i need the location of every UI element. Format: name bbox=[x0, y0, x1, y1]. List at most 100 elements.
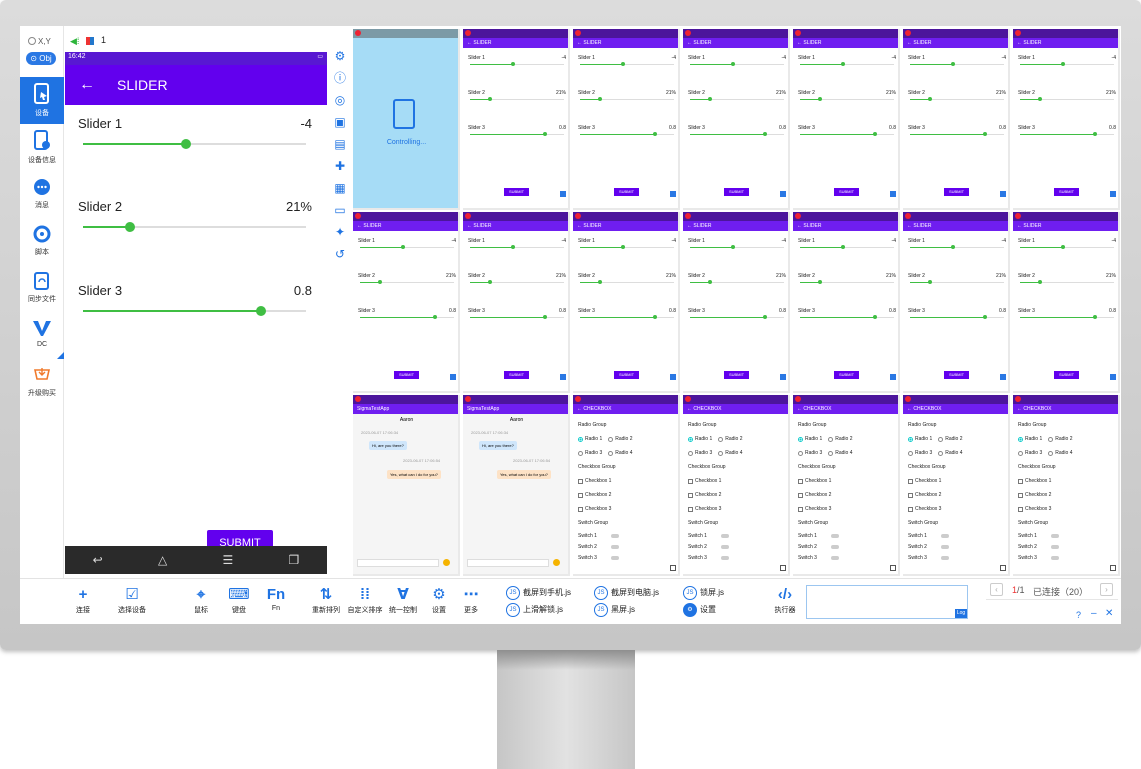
radio-button[interactable] bbox=[798, 450, 803, 456]
info-icon[interactable]: ⓘ bbox=[333, 71, 346, 85]
connect-button[interactable]: + 连接 bbox=[72, 585, 94, 615]
plugin-icon[interactable]: ✚ bbox=[334, 159, 346, 173]
slider-thumb[interactable] bbox=[511, 62, 516, 66]
slider-track[interactable] bbox=[800, 132, 894, 136]
back-arrow-icon[interactable]: ← bbox=[797, 223, 804, 229]
unified-control-button[interactable]: ∀ 统一控制 bbox=[387, 585, 419, 615]
checkbox[interactable] bbox=[908, 492, 913, 498]
log-button[interactable]: Log bbox=[955, 609, 967, 618]
back-arrow-icon[interactable]: ← bbox=[797, 40, 804, 46]
select-checkbox[interactable] bbox=[670, 374, 676, 380]
slider-thumb[interactable] bbox=[983, 315, 988, 319]
slider-track[interactable] bbox=[800, 62, 894, 66]
back-arrow-icon[interactable]: ← bbox=[577, 406, 584, 412]
nav-menu-icon[interactable]: ☰ bbox=[222, 553, 234, 567]
switch-toggle[interactable] bbox=[830, 555, 839, 560]
tools-icon[interactable]: ✦ bbox=[334, 225, 346, 239]
fn-button[interactable]: Fn Fn bbox=[265, 585, 287, 612]
slider-track[interactable] bbox=[800, 245, 894, 249]
slider-thumb[interactable] bbox=[543, 132, 548, 136]
select-checkbox[interactable] bbox=[670, 565, 676, 571]
select-checkbox[interactable] bbox=[1000, 374, 1006, 380]
radio-button[interactable] bbox=[688, 450, 693, 456]
select-checkbox[interactable] bbox=[1110, 374, 1116, 380]
slider-thumb[interactable] bbox=[487, 97, 492, 101]
sidebar-item-device-info[interactable]: 设备信息 bbox=[20, 124, 64, 171]
back-arrow-icon[interactable]: ← bbox=[687, 406, 694, 412]
prev-page-icon[interactable]: ‹ bbox=[990, 583, 1003, 596]
slider-track[interactable] bbox=[690, 245, 784, 249]
slider-track[interactable] bbox=[470, 62, 564, 66]
switch-toggle[interactable] bbox=[830, 533, 839, 538]
switch-toggle[interactable] bbox=[1050, 533, 1059, 538]
nav-recent-icon[interactable]: ❐ bbox=[288, 553, 300, 567]
select-checkbox[interactable] bbox=[1110, 191, 1116, 197]
radio-button[interactable] bbox=[938, 436, 944, 442]
device-cell[interactable]: ← CHECKBOX Radio Group Radio 1 Radio 2 Radio… bbox=[903, 395, 1010, 576]
grid-color-icon[interactable] bbox=[86, 37, 94, 45]
sidebar-item-dc[interactable]: DC bbox=[20, 312, 64, 359]
submit-button[interactable]: SUBMIT bbox=[724, 188, 749, 196]
device-cell[interactable]: ← CHECKBOX Radio Group Radio 1 Radio 2 Radio… bbox=[793, 395, 900, 576]
submit-button[interactable]: SUBMIT bbox=[834, 188, 859, 196]
radio-button[interactable] bbox=[1018, 450, 1023, 456]
radio-button[interactable] bbox=[828, 436, 834, 442]
nav-home-icon[interactable]: △ bbox=[157, 553, 168, 567]
radio-button[interactable] bbox=[608, 436, 614, 442]
slider-thumb[interactable] bbox=[951, 62, 956, 66]
switch-toggle[interactable] bbox=[940, 544, 949, 549]
chat-input[interactable] bbox=[357, 559, 439, 567]
back-arrow-icon[interactable]: ← bbox=[797, 406, 804, 412]
back-arrow-icon[interactable]: ← bbox=[467, 40, 474, 46]
slider-thumb[interactable] bbox=[873, 315, 878, 319]
device-cell[interactable]: ← SLIDER Slider 1 -4 Slider 2 21% Slider 3 0.8… bbox=[793, 212, 900, 393]
checkbox[interactable] bbox=[578, 492, 583, 498]
slider-track[interactable] bbox=[580, 62, 674, 66]
switch-toggle[interactable] bbox=[610, 533, 619, 538]
slider-thumb[interactable] bbox=[487, 280, 492, 284]
back-arrow-icon[interactable]: ← bbox=[577, 40, 584, 46]
screen-share-icon[interactable]: ▭ bbox=[334, 203, 346, 217]
slider-thumb[interactable] bbox=[653, 132, 658, 136]
slider-track[interactable] bbox=[690, 97, 784, 101]
slider-track[interactable] bbox=[910, 97, 1004, 101]
switch-toggle[interactable] bbox=[940, 533, 949, 538]
executor-button[interactable]: ‹/› 执行器 bbox=[772, 585, 798, 615]
rearrange-button[interactable]: ⇅ 重新排列 bbox=[310, 585, 342, 615]
slider-track[interactable] bbox=[800, 280, 894, 284]
device-cell[interactable]: ← SLIDER Slider 1 -4 Slider 2 21% Slider 3 0.8… bbox=[903, 29, 1010, 210]
radio-button[interactable] bbox=[1048, 450, 1054, 456]
slider-track[interactable] bbox=[910, 315, 1004, 319]
sidebar-item-upgrade[interactable]: 升级购买 bbox=[20, 359, 64, 406]
script-screenshot-phone[interactable]: JS 截屏到手机.js bbox=[506, 586, 571, 600]
submit-button[interactable]: SUBMIT bbox=[944, 371, 969, 379]
keyboard-button[interactable]: ⌨ 键盘 bbox=[228, 585, 250, 615]
radio-button[interactable] bbox=[688, 436, 693, 442]
slider-thumb[interactable] bbox=[763, 132, 768, 136]
slider-track[interactable] bbox=[83, 222, 306, 232]
sidebar-item-device[interactable]: 设备 bbox=[20, 77, 64, 124]
xy-radio[interactable]: X,Y bbox=[28, 37, 51, 46]
script-black-screen[interactable]: JS 黑屏.js bbox=[594, 603, 635, 617]
slider-thumb[interactable] bbox=[256, 306, 267, 316]
switch-toggle[interactable] bbox=[1050, 555, 1059, 560]
slider-track[interactable] bbox=[910, 245, 1004, 249]
slider-thumb[interactable] bbox=[621, 62, 626, 66]
slider-track[interactable] bbox=[1020, 280, 1114, 284]
script-lock-screen[interactable]: JS 锁屏.js bbox=[683, 586, 724, 600]
slider-track[interactable] bbox=[470, 280, 564, 284]
nav-back-icon[interactable]: ↩ bbox=[92, 553, 103, 567]
checkbox[interactable] bbox=[1018, 506, 1023, 512]
submit-button[interactable]: SUBMIT bbox=[504, 371, 529, 379]
slider-thumb[interactable] bbox=[983, 132, 988, 136]
slider-track[interactable] bbox=[360, 315, 454, 319]
radio-button[interactable] bbox=[718, 450, 724, 456]
slider-track[interactable] bbox=[800, 315, 894, 319]
slider-thumb[interactable] bbox=[1093, 315, 1098, 319]
slider-thumb[interactable] bbox=[124, 222, 135, 232]
radio-button[interactable] bbox=[608, 450, 614, 456]
back-arrow-icon[interactable]: ← bbox=[687, 40, 694, 46]
device-cell[interactable]: ← SLIDER Slider 1 -4 Slider 2 21% Slider 3 0.8… bbox=[463, 29, 570, 210]
slider-track[interactable] bbox=[800, 97, 894, 101]
slider-track[interactable] bbox=[470, 315, 564, 319]
